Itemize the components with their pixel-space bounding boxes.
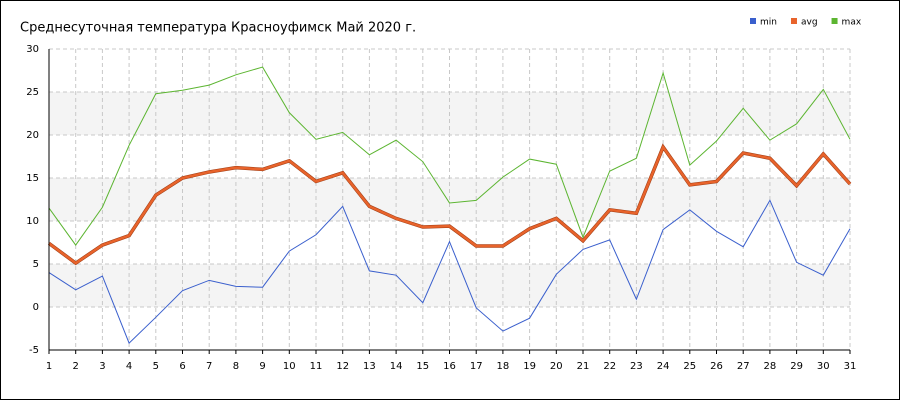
x-tick-label: 22 [603, 361, 616, 372]
y-tick-label: 0 [33, 302, 39, 313]
x-tick-label: 4 [126, 361, 132, 372]
x-tick-label: 3 [99, 361, 105, 372]
y-tick-label: 20 [26, 130, 39, 141]
legend-label: max [842, 18, 862, 28]
legend-label: avg [801, 18, 818, 28]
x-tick-label: 28 [764, 361, 777, 372]
y-tick-label: -5 [29, 345, 39, 356]
series-line [48, 66, 851, 246]
legend-label: min [760, 18, 777, 28]
x-tick-label: 23 [630, 361, 643, 372]
x-tick-label: 27 [737, 361, 750, 372]
x-tick-label: 18 [497, 361, 510, 372]
band [49, 264, 850, 307]
x-tick-label: 9 [259, 361, 265, 372]
plot [47, 66, 852, 344]
x-tick-label: 1 [46, 361, 52, 372]
series-line [48, 144, 851, 265]
x-tick-label: 31 [844, 361, 857, 372]
legend-swatch [790, 18, 797, 24]
x-tick-label: 2 [73, 361, 79, 372]
x-tick-label: 7 [206, 361, 212, 372]
series-line [48, 199, 851, 344]
x-tick-label: 14 [390, 361, 403, 372]
x-tick-label: 12 [336, 361, 349, 372]
legend-swatch [831, 18, 838, 24]
x-tick-label: 17 [470, 361, 483, 372]
x-tick-label: 25 [683, 361, 696, 372]
x-tick-label: 26 [710, 361, 723, 372]
x-tick-label: 15 [416, 361, 429, 372]
x-tick-label: 5 [153, 361, 159, 372]
x-tick-label: 13 [363, 361, 376, 372]
x-tick-label: 11 [310, 361, 323, 372]
y-tick-label: 5 [33, 259, 39, 270]
x-tick-label: 24 [657, 361, 670, 372]
y-tick-label: 15 [26, 173, 39, 184]
x-tick-label: 20 [550, 361, 563, 372]
legend-swatch [750, 18, 756, 24]
y-tick-label: 30 [26, 44, 39, 55]
x-tick-label: 16 [443, 361, 456, 372]
x-tick-label: 6 [179, 361, 185, 372]
x-tick-label: 29 [790, 361, 803, 372]
x-tick-label: 8 [233, 361, 239, 372]
x-tick-label: 30 [817, 361, 830, 372]
x-tick-label: 10 [283, 361, 296, 372]
x-tick-label: 19 [523, 361, 536, 372]
y-tick-label: 25 [26, 87, 39, 98]
x-tick-label: 21 [577, 361, 590, 372]
y-tick-label: 10 [26, 216, 39, 227]
chart-title: Среднесуточная температура Красноуфимск … [20, 21, 416, 36]
